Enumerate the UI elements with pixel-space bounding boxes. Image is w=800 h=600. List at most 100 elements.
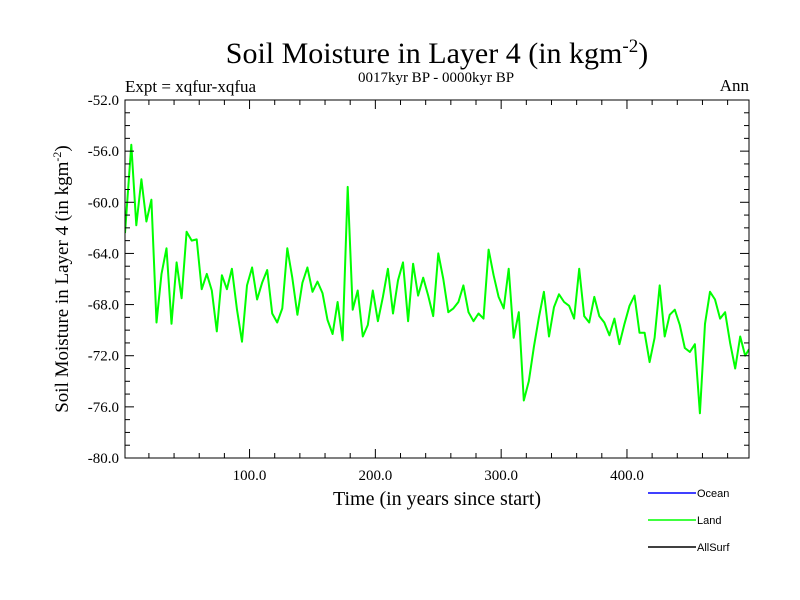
data-point	[669, 314, 671, 316]
data-point	[165, 247, 168, 249]
data-point	[412, 263, 414, 265]
data-point	[462, 284, 464, 286]
y-tick-label: -76.0	[88, 400, 119, 416]
data-point	[241, 341, 243, 343]
data-point	[201, 288, 203, 290]
data-point	[130, 144, 132, 146]
data-point	[337, 301, 339, 303]
data-point	[659, 284, 661, 286]
data-point	[608, 334, 611, 336]
data-point	[563, 301, 565, 303]
plot-frame	[124, 99, 750, 459]
data-point	[422, 277, 424, 279]
data-point	[352, 309, 354, 311]
data-point	[628, 305, 631, 307]
data-point	[261, 282, 263, 284]
data-point	[724, 311, 726, 313]
plot-area: -80.0 -76.0 -72.0 -68.0 -64.0 -60.0 -56.0 -52.0…	[88, 93, 750, 484]
data-point	[145, 220, 147, 223]
data-point	[281, 307, 283, 309]
data-point	[533, 346, 535, 348]
data-point	[231, 268, 233, 270]
y-tick-label: -52.0	[88, 93, 119, 109]
data-point	[638, 332, 641, 334]
x-axis-label: Time (in years since start)	[333, 488, 541, 510]
y-tick-label: -64.0	[88, 246, 119, 262]
data-point	[699, 412, 701, 414]
y-tick-label: -68.0	[88, 298, 119, 314]
data-point	[457, 301, 459, 303]
data-point	[719, 318, 721, 320]
data-point	[689, 351, 691, 353]
data-point	[216, 330, 218, 332]
data-point	[523, 399, 525, 402]
data-point	[271, 312, 273, 315]
data-point	[714, 298, 716, 301]
data-point	[649, 361, 651, 363]
data-point	[739, 335, 741, 338]
data-point	[477, 312, 480, 315]
data-point	[311, 291, 314, 293]
data-point	[503, 307, 505, 309]
data-point	[362, 335, 364, 338]
data-point	[382, 296, 384, 298]
data-point	[442, 278, 444, 280]
data-point	[135, 224, 137, 226]
data-point	[704, 323, 706, 325]
y-tick-label: -60.0	[88, 195, 119, 211]
data-point	[321, 292, 324, 294]
data-point	[578, 268, 580, 270]
data-point	[256, 298, 258, 301]
series-line-land	[125, 143, 749, 415]
data-point	[518, 311, 520, 313]
data-point	[538, 316, 540, 318]
data-point	[236, 309, 238, 311]
series-layer	[125, 143, 749, 415]
y-axis-label: Soil Moisture in Layer 4 (in kgm-2)	[50, 145, 73, 413]
data-point	[417, 295, 419, 297]
data-point	[170, 323, 173, 325]
season-label: Ann	[720, 76, 750, 95]
data-point	[493, 274, 495, 276]
data-point	[226, 288, 228, 290]
data-point	[181, 297, 183, 299]
data-point	[674, 309, 676, 311]
data-point	[583, 315, 585, 317]
data-point	[694, 343, 696, 345]
data-point	[654, 337, 656, 339]
data-point	[326, 319, 329, 321]
data-point	[482, 318, 485, 320]
data-point	[734, 367, 736, 370]
data-point	[211, 289, 213, 292]
data-point	[603, 321, 605, 324]
legend-label-land: Land	[697, 515, 721, 527]
data-point	[397, 279, 399, 281]
y-tick-label: -56.0	[88, 144, 119, 160]
data-point	[155, 321, 158, 324]
data-point	[679, 324, 681, 326]
data-point	[598, 315, 600, 317]
data-point	[296, 314, 298, 316]
data-point	[432, 315, 434, 317]
data-point	[427, 295, 429, 297]
data-point	[467, 311, 470, 313]
data-point	[548, 335, 550, 338]
x-tick-label: 300.0	[484, 468, 518, 484]
data-point	[528, 380, 530, 382]
data-point	[176, 261, 178, 263]
data-point	[558, 293, 560, 295]
data-point	[186, 231, 188, 233]
data-point	[553, 306, 555, 308]
data-point	[729, 342, 731, 344]
data-point	[377, 320, 379, 322]
data-point	[251, 266, 253, 269]
data-point	[488, 249, 490, 251]
data-point	[347, 186, 349, 188]
data-point	[633, 295, 636, 297]
data-point	[140, 178, 142, 180]
x-tick-label: 400.0	[610, 468, 644, 484]
data-point	[206, 273, 208, 275]
data-point	[150, 199, 152, 201]
x-tick-label: 200.0	[358, 468, 392, 484]
